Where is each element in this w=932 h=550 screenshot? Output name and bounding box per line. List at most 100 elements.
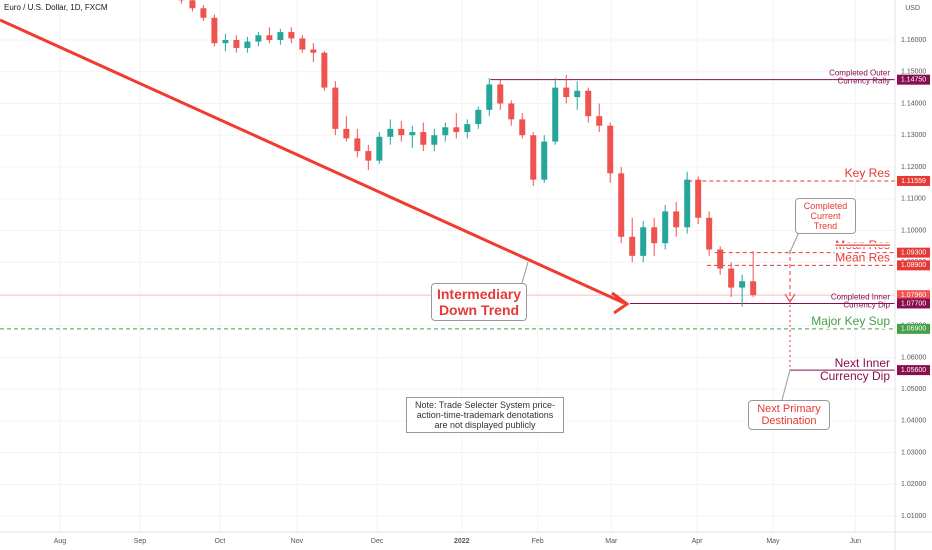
candle-body — [332, 87, 339, 129]
y-tick-label: 1.05000 — [901, 386, 926, 393]
candle-body — [750, 281, 757, 296]
last-price-box — [897, 290, 930, 301]
level-price-box — [897, 74, 930, 85]
y-tick-label: 1.04000 — [901, 418, 926, 425]
y-tick-label: 1.01000 — [901, 513, 926, 520]
candle-body — [299, 38, 306, 50]
candle-body — [233, 39, 240, 48]
candle-body — [442, 127, 449, 136]
candle-body — [222, 39, 229, 44]
candle-body — [486, 84, 493, 110]
candle-body — [343, 128, 350, 139]
level-price-text: 1.11559 — [901, 178, 926, 185]
destination-callout: Next Primary Destination — [748, 400, 830, 430]
candle-body — [409, 132, 416, 136]
level-price-text: 1.06900 — [901, 326, 926, 333]
candle-body — [629, 236, 636, 256]
level-price-text: 1.08900 — [901, 262, 926, 269]
chart-title: Euro / U.S. Dollar, 1D, FXCM — [4, 3, 108, 12]
level-price-box — [897, 365, 930, 376]
candle-body — [321, 52, 328, 88]
level-price-box — [897, 247, 930, 258]
candle-body — [310, 49, 317, 53]
candle-body — [530, 135, 537, 180]
candle-body — [563, 87, 570, 98]
candle-body — [640, 227, 647, 256]
trend-line — [0, 18, 625, 305]
x-tick-label: Oct — [214, 538, 225, 545]
current-arrowhead — [784, 293, 796, 303]
candle-body — [255, 35, 262, 42]
y-tick-label: 1.14000 — [901, 100, 926, 107]
candle-body — [244, 41, 251, 48]
candle-body — [475, 109, 482, 125]
y-tick-label: 1.15000 — [901, 69, 926, 76]
level-price-text: 1.09300 — [901, 250, 926, 257]
candle-body — [508, 103, 515, 120]
x-tick-label: Apr — [692, 538, 704, 545]
candle-body — [387, 128, 394, 137]
candle-body — [662, 211, 669, 244]
candle-body — [464, 124, 471, 133]
currency: USD — [905, 5, 920, 12]
candle-body — [398, 128, 405, 136]
y-tick-label: 1.03000 — [901, 449, 926, 456]
candle-body — [596, 116, 603, 126]
trend-arrow — [611, 291, 630, 315]
candle-body — [200, 8, 207, 18]
current-callout: Completed Current Trend — [795, 198, 856, 234]
x-tick-label: Mar — [605, 538, 618, 545]
candle-body — [651, 227, 658, 244]
level-name: Mean Res — [835, 251, 890, 265]
level-name: Key Res — [845, 166, 890, 180]
candle-body — [541, 141, 548, 180]
candle-body — [431, 135, 438, 145]
candle-body — [354, 138, 361, 152]
level-name: Completed Inner Currency Dip — [831, 293, 891, 310]
callout-pointer — [781, 369, 791, 401]
last-price-text: 1.07960 — [901, 292, 926, 299]
candle-body — [365, 151, 372, 161]
x-tick-label: 2022 — [454, 538, 470, 545]
candle-body — [453, 127, 460, 133]
candle-body — [420, 132, 427, 145]
level-price-text: 1.14750 — [901, 77, 926, 84]
candle-body — [211, 17, 218, 44]
x-tick-label: Aug — [54, 538, 67, 545]
y-tick-label: 1.10000 — [901, 227, 926, 234]
candle-body — [618, 173, 625, 237]
candle-body — [585, 90, 592, 117]
candle-body — [189, 0, 196, 9]
candle-body — [607, 125, 614, 174]
candle-body — [552, 87, 559, 142]
level-price-text: 1.05600 — [901, 367, 926, 374]
candle-body — [574, 90, 581, 98]
level-price-box — [897, 323, 930, 334]
level-name: Next Inner Currency Dip — [820, 356, 890, 383]
candle-body — [288, 32, 295, 39]
candle-body — [695, 179, 702, 218]
x-tick-label: Sep — [134, 538, 147, 545]
candle-body — [673, 211, 680, 228]
candle-body — [684, 179, 691, 228]
candle-body — [717, 249, 724, 269]
candle-body — [519, 119, 526, 136]
x-tick-label: Dec — [371, 538, 384, 545]
y-tick-label: 1.13000 — [901, 132, 926, 139]
candle-body — [277, 32, 284, 40]
y-tick-label: 1.16000 — [901, 37, 926, 44]
candle-body — [706, 217, 713, 250]
trend-callout: Intermediary Down Trend — [431, 283, 527, 321]
level-price-box — [897, 260, 930, 271]
grid — [0, 0, 895, 532]
level-name: Mean Res — [835, 238, 890, 252]
candle-body — [376, 136, 383, 161]
candles — [178, 0, 757, 307]
x-tick-label: Feb — [532, 538, 544, 545]
y-tick-label: 1.06000 — [901, 354, 926, 361]
level-price-text: 1.07700 — [901, 300, 926, 307]
y-tick-label: 1.12000 — [901, 164, 926, 171]
level-price-box — [897, 175, 930, 186]
